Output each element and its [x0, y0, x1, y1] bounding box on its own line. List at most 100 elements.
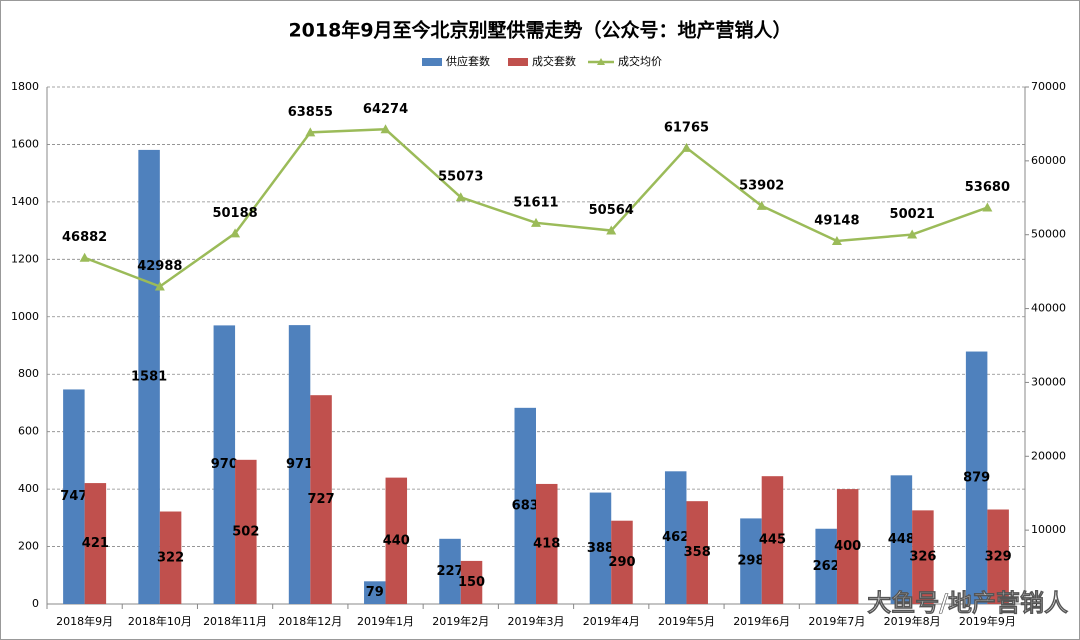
chart-title: 2018年9月至今北京别墅供需走势（公众号：地产营销人）: [288, 19, 791, 42]
legend-swatch: [422, 58, 442, 66]
bar: [288, 325, 311, 604]
legend-swatch: [597, 58, 605, 65]
watermark: 大鱼号/地产营销人: [867, 589, 1068, 617]
data-label: 150: [458, 575, 485, 590]
data-label: 290: [608, 555, 635, 570]
line-marker: [455, 192, 466, 202]
legend-label: 成交均价: [618, 54, 662, 68]
data-label: 298: [737, 554, 764, 569]
data-label: 326: [909, 550, 936, 565]
data-label: 1581: [131, 369, 167, 384]
data-label: 970: [211, 457, 238, 472]
line-marker: [681, 142, 692, 152]
bar: [536, 483, 558, 604]
y-tick-label: 1200: [11, 252, 39, 265]
y2-tick-label: 40000: [1031, 302, 1066, 315]
x-tick-label: 2018年10月: [128, 614, 192, 628]
data-label: 329: [985, 549, 1012, 564]
x-tick-label: 2018年12月: [278, 614, 342, 628]
y2-tick-label: 50000: [1031, 228, 1066, 241]
data-label: 63855: [288, 105, 333, 120]
line-marker: [230, 228, 241, 238]
data-label: 322: [157, 550, 184, 565]
data-label: 502: [232, 524, 259, 539]
data-label: 53902: [739, 178, 784, 193]
bar: [686, 501, 708, 604]
line-marker: [79, 252, 90, 262]
legend-swatch: [508, 58, 528, 66]
data-label: 51611: [513, 195, 558, 210]
data-label: 418: [533, 536, 560, 551]
bar: [965, 351, 988, 604]
y-tick-label: 600: [18, 425, 39, 438]
x-tick-label: 2019年7月: [808, 614, 865, 628]
bar: [439, 538, 461, 604]
data-label: 49148: [814, 214, 859, 229]
y-tick-label: 1400: [11, 195, 39, 208]
bar: [611, 520, 633, 604]
x-tick-label: 2019年9月: [959, 614, 1016, 628]
data-label: 747: [60, 489, 87, 504]
data-label: 55073: [438, 170, 483, 185]
line-marker: [154, 281, 165, 291]
bar: [213, 325, 236, 604]
y-tick-label: 1800: [11, 80, 39, 93]
bar: [310, 395, 332, 604]
bar: [912, 510, 934, 604]
data-label: 388: [587, 541, 614, 556]
y2-tick-label: 20000: [1031, 449, 1066, 462]
data-label: 50021: [890, 207, 935, 222]
data-label: 683: [512, 498, 539, 513]
bar: [364, 581, 386, 604]
x-tick-label: 2019年3月: [508, 614, 565, 628]
data-label: 448: [888, 532, 915, 547]
bar: [514, 407, 536, 604]
bar: [84, 483, 107, 604]
x-tick-label: 2018年11月: [203, 614, 267, 628]
line-marker: [756, 200, 767, 210]
bar: [987, 509, 1009, 604]
data-label: 46882: [62, 230, 107, 245]
data-label: 727: [307, 492, 334, 507]
x-tick-label: 2019年2月: [432, 614, 489, 628]
bar: [836, 489, 859, 604]
y-tick-label: 400: [18, 482, 39, 495]
y2-tick-label: 0: [1031, 597, 1038, 610]
x-tick-label: 2019年5月: [658, 614, 715, 628]
data-label: 445: [759, 533, 786, 548]
y2-tick-label: 70000: [1031, 80, 1066, 93]
data-label: 262: [813, 559, 840, 574]
bar: [815, 528, 837, 604]
line-marker: [606, 225, 617, 235]
bar: [138, 149, 160, 604]
y2-tick-label: 60000: [1031, 154, 1066, 167]
data-label: 79: [366, 585, 384, 600]
x-tick-label: 2019年1月: [357, 614, 414, 628]
y-tick-label: 800: [18, 367, 39, 380]
line-marker: [831, 236, 842, 246]
y-tick-label: 200: [18, 540, 39, 553]
data-label: 421: [82, 536, 109, 551]
y-tick-label: 0: [32, 597, 39, 610]
data-label: 462: [662, 530, 689, 545]
data-label: 50564: [589, 203, 634, 218]
line-marker: [380, 124, 391, 134]
data-label: 227: [436, 564, 463, 579]
bar: [235, 459, 257, 604]
line-marker: [982, 202, 993, 212]
data-label: 64274: [363, 102, 408, 117]
bar: [664, 471, 687, 604]
bar: [159, 511, 182, 604]
data-label: 440: [383, 533, 410, 548]
data-label: 53680: [965, 180, 1010, 195]
data-label: 879: [963, 470, 990, 485]
data-label: 50188: [212, 206, 257, 221]
data-label: 42988: [137, 259, 182, 274]
data-label: 61765: [664, 120, 709, 135]
line-marker: [907, 229, 918, 239]
y2-tick-label: 10000: [1031, 523, 1066, 536]
x-tick-label: 2019年8月: [884, 614, 941, 628]
bar: [740, 518, 762, 604]
bar: [589, 492, 612, 604]
